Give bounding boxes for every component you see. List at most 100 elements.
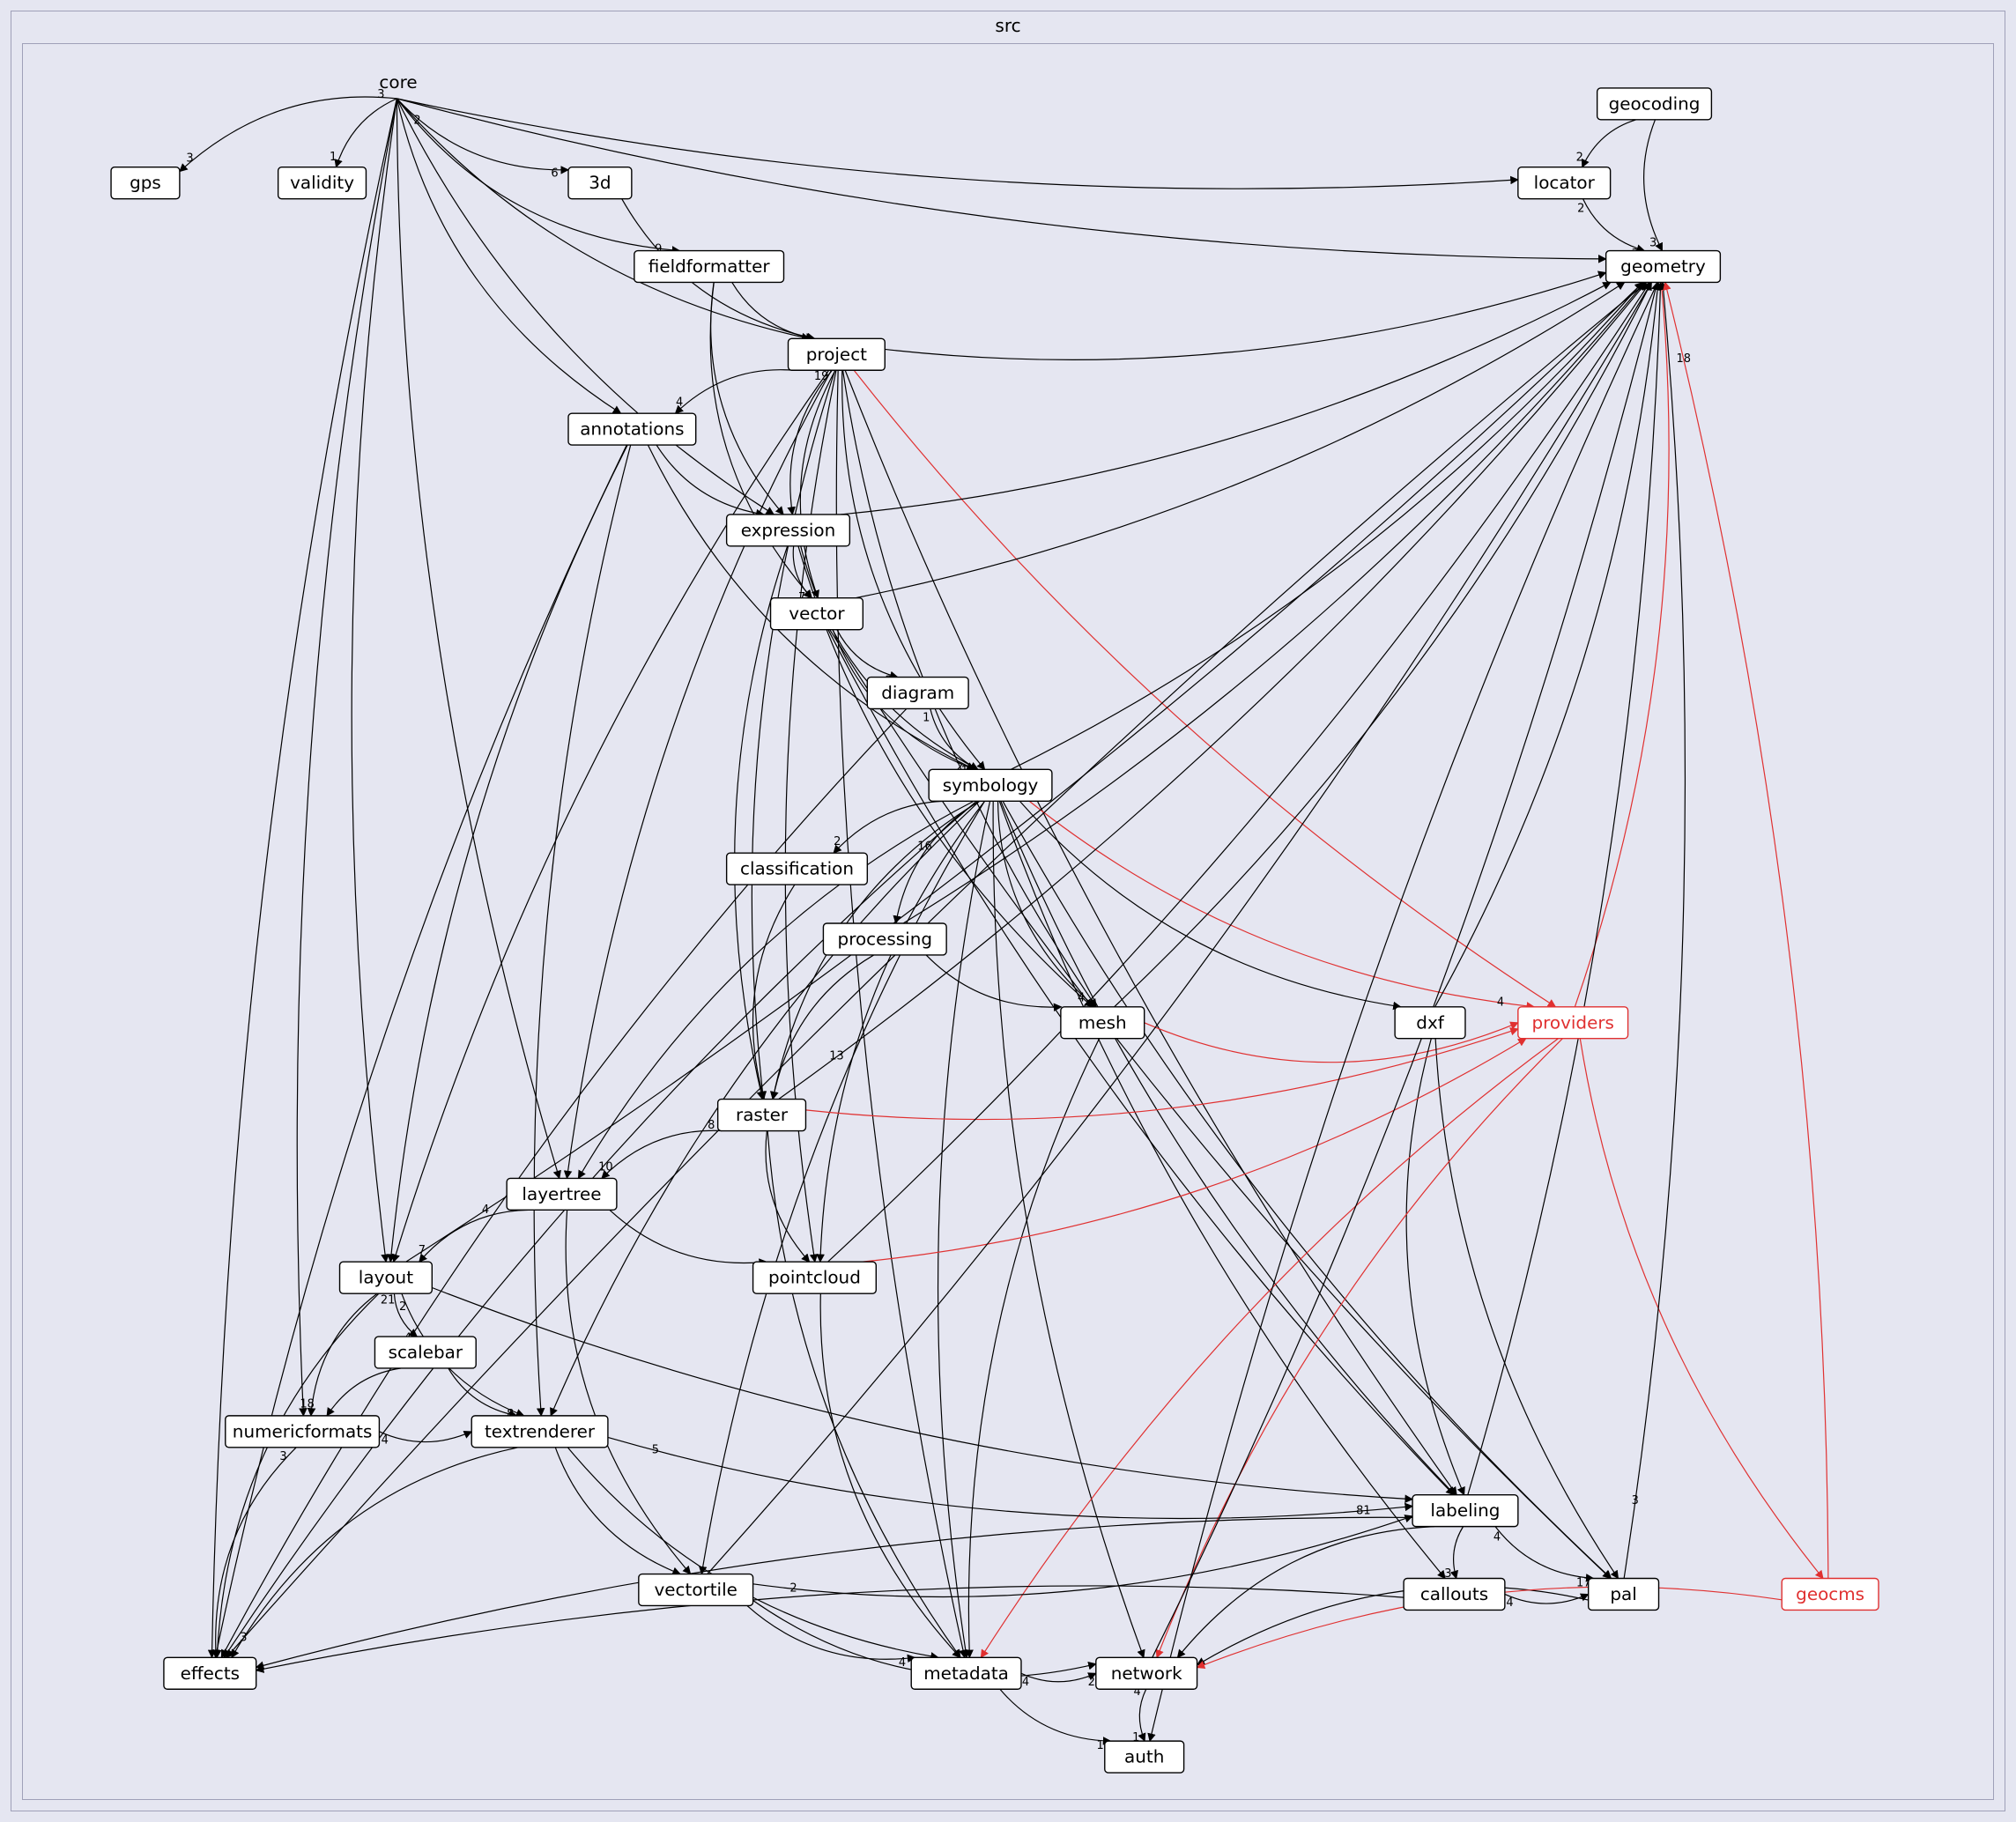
node-diagram[interactable]: diagram	[867, 678, 968, 709]
edge-project-expression	[790, 370, 833, 515]
node-raster[interactable]: raster	[718, 1100, 806, 1131]
node-label-layout: layout	[359, 1267, 413, 1288]
edge-symbology-pal	[1003, 801, 1611, 1578]
node-locator[interactable]: locator	[1518, 167, 1611, 199]
node-label-textrenderer: textrenderer	[485, 1420, 596, 1441]
edge-geocoding-geometry	[1644, 120, 1663, 251]
edge-_core-layout	[352, 99, 397, 1262]
edge-tail-label: 3	[279, 1450, 286, 1463]
node-validity[interactable]: validity	[278, 167, 367, 199]
node-label-pal: pal	[1610, 1583, 1636, 1604]
edge-vector-labeling	[828, 630, 1454, 1495]
edge-head-label: 18	[1677, 352, 1692, 366]
node-effects[interactable]: effects	[164, 1657, 256, 1689]
node-dxf[interactable]: dxf	[1395, 1007, 1465, 1039]
node-label-geometry: geometry	[1620, 256, 1706, 277]
node-label-layertree: layertree	[522, 1183, 601, 1204]
edge-tail-label: 4	[1506, 1596, 1513, 1610]
edge-head-label: 3	[1649, 237, 1657, 250]
edge-head-label: 2	[1088, 1676, 1095, 1689]
edge-head-label: 7	[419, 1244, 426, 1257]
edge-metadata-auth	[1000, 1689, 1111, 1741]
node-label-classification: classification	[740, 858, 854, 879]
edge-tail-label: 2	[399, 1300, 406, 1314]
edge-textrenderer-labeling	[608, 1437, 1412, 1518]
edge-_core-locator	[397, 99, 1517, 189]
edge-_core-gps	[180, 97, 397, 172]
edge-providers-network	[1157, 1039, 1562, 1658]
edge-head-label: 3	[186, 152, 193, 166]
edge-head-label: 81	[1356, 1504, 1371, 1517]
node-layertree[interactable]: layertree	[507, 1178, 617, 1210]
edge-layout-numericformats	[311, 1293, 377, 1416]
edge-symbology-dxf	[1019, 801, 1400, 1007]
node-pointcloud[interactable]: pointcloud	[753, 1262, 877, 1293]
node-vectortile[interactable]: vectortile	[639, 1574, 753, 1606]
edge-head-label: 4	[676, 396, 683, 409]
node-label-callouts: callouts	[1420, 1583, 1488, 1604]
node-scalebar[interactable]: scalebar	[374, 1337, 476, 1368]
edge-_core-numericformats	[297, 99, 397, 1416]
node-expression[interactable]: expression	[727, 515, 850, 546]
edge-tail-label: 21	[381, 1293, 396, 1307]
edge-tail-label: 5	[652, 1444, 659, 1457]
node-pal[interactable]: pal	[1589, 1579, 1659, 1611]
node-mesh[interactable]: mesh	[1061, 1007, 1145, 1039]
node-network[interactable]: network	[1096, 1657, 1197, 1689]
node-symbology[interactable]: symbology	[929, 769, 1052, 801]
edge-providers-metadata	[981, 1039, 1558, 1658]
edge-raster-providers	[805, 1029, 1517, 1120]
node-layout[interactable]: layout	[340, 1262, 433, 1293]
node-geocoding[interactable]: geocoding	[1597, 88, 1712, 120]
node-vector[interactable]: vector	[771, 598, 863, 630]
node-fieldformatter[interactable]: fieldformatter	[634, 251, 784, 283]
node-auth[interactable]: auth	[1105, 1741, 1184, 1773]
node-label-providers: providers	[1531, 1011, 1613, 1033]
edge-raster-pointcloud	[766, 1131, 810, 1263]
node-label-geocoding: geocoding	[1609, 93, 1701, 114]
edge-fieldformatter-vector	[710, 282, 812, 597]
node-label-project: project	[806, 344, 867, 365]
node-label-pointcloud: pointcloud	[768, 1267, 861, 1288]
edge-project-geometry	[885, 272, 1605, 359]
edge-_core-expression	[397, 99, 774, 515]
node-metadata[interactable]: metadata	[911, 1657, 1021, 1689]
edge-mesh-geometry	[1115, 282, 1652, 1006]
edge-project-symbology	[842, 370, 985, 769]
edge-_core-3d	[397, 99, 568, 170]
node-classification[interactable]: classification	[727, 853, 868, 885]
edge-head-label: 2	[1576, 151, 1583, 164]
node-label-gps: gps	[130, 172, 161, 193]
edge-head-label: 6	[551, 167, 558, 181]
edge-tail-label: 2	[413, 114, 420, 127]
node-callouts[interactable]: callouts	[1404, 1579, 1505, 1611]
edge-layertree-vectortile	[566, 1210, 690, 1574]
node-labeling[interactable]: labeling	[1412, 1495, 1518, 1527]
node-providers[interactable]: providers	[1518, 1007, 1628, 1039]
node-label-numericformats: numericformats	[233, 1420, 373, 1441]
edge-callouts-effects	[256, 1586, 1404, 1670]
edge-layout-labeling	[432, 1287, 1412, 1499]
node-textrenderer[interactable]: textrenderer	[471, 1416, 608, 1448]
edge-geocms-geometry	[1665, 282, 1828, 1578]
node-label-vector: vector	[789, 603, 845, 624]
node-geocms[interactable]: geocms	[1782, 1579, 1879, 1611]
node-geometry[interactable]: geometry	[1606, 251, 1721, 283]
node-label-dxf: dxf	[1416, 1011, 1444, 1033]
node-processing[interactable]: processing	[823, 923, 946, 955]
node-label-scalebar: scalebar	[389, 1342, 463, 1363]
edge-project-annotations	[675, 370, 793, 413]
node-numericformats[interactable]: numericformats	[226, 1416, 380, 1448]
node-label-symbology: symbology	[943, 774, 1039, 796]
edge-symbology-geometry	[1011, 282, 1642, 769]
node-3d[interactable]: 3d	[568, 167, 632, 199]
edge-tail-label: 2	[1577, 202, 1584, 215]
node-label-labeling: labeling	[1430, 1500, 1500, 1521]
edge-tail-label: 4	[1493, 1530, 1501, 1544]
node-label-network: network	[1111, 1663, 1182, 1684]
edge-symbology-providers	[1029, 801, 1534, 1007]
node-annotations[interactable]: annotations	[568, 413, 696, 445]
node-gps[interactable]: gps	[111, 167, 180, 199]
edge-tail-label: 4	[382, 1433, 389, 1447]
node-project[interactable]: project	[789, 338, 886, 370]
